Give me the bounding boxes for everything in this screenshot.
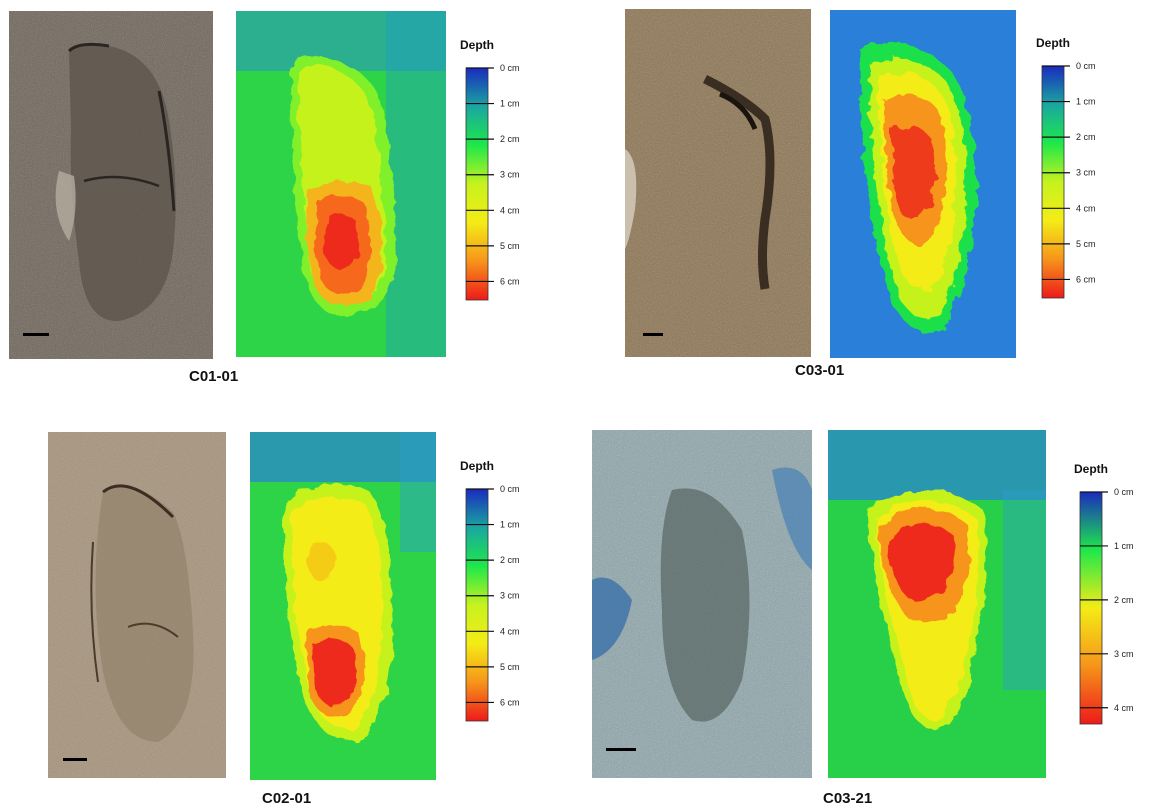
- panel-label: C01-01: [189, 368, 239, 385]
- scale-bar: [23, 333, 49, 336]
- legend-colorbar: 0 cm 1 cm 2 cm 3 cm 4 cm 5 cm 6 cm: [465, 484, 520, 722]
- footprint-photo: [48, 432, 226, 778]
- scale-bar: [643, 333, 663, 336]
- footprint-photo: [9, 11, 213, 359]
- scale-bar: [63, 758, 87, 761]
- footprint-photo: [625, 9, 811, 357]
- panel-c03-21: C03-21 Depth 0 cm 1 cm 2 cm 3 cm 4 cm: [580, 420, 1155, 811]
- colorbar-gradient: [1079, 491, 1103, 725]
- legend-title: Depth: [460, 38, 494, 52]
- colorbar-gradient: [465, 67, 489, 301]
- legend-tick-label: 3 cm: [500, 170, 520, 180]
- legend-tick-label: 5 cm: [1076, 239, 1096, 249]
- depth-legend: Depth 0 cm 1 cm 2 cm 3 cm 4 cm 5 cm 6 cm: [1036, 36, 1136, 306]
- legend-title: Depth: [460, 459, 494, 473]
- legend-tick-label: 0 cm: [1076, 61, 1096, 71]
- scale-bar: [606, 748, 636, 751]
- legend-tick-label: 6 cm: [500, 697, 520, 707]
- panel-c02-01: C02-01 Depth 0 cm 1 cm 2 cm 3 cm 4 cm 5 cm 6 c…: [0, 420, 560, 811]
- legend-tick-label: 1 cm: [500, 520, 520, 530]
- legend-colorbar: 0 cm 1 cm 2 cm 3 cm 4 cm: [1079, 487, 1134, 725]
- legend-tick-label: 2 cm: [1114, 595, 1134, 605]
- colorbar-gradient: [1041, 65, 1065, 299]
- depth-map: [236, 11, 446, 357]
- legend-tick-label: 0 cm: [1114, 487, 1134, 497]
- legend-title: Depth: [1074, 462, 1108, 476]
- depth-map: [250, 432, 436, 780]
- panel-c01-01: C01-01 Depth 0 cm 1 cm 2 cm 3 cm 4 cm 5 cm 6 c…: [0, 0, 560, 400]
- legend-tick-label: 5 cm: [500, 662, 520, 672]
- panel-label: C03-01: [795, 362, 845, 379]
- legend-tick-label: 4 cm: [1114, 703, 1134, 713]
- panel-c03-01: C03-01 Depth 0 cm 1 cm 2 cm 3 cm 4 cm 5 cm 6 c…: [600, 0, 1155, 400]
- legend-tick-label: 1 cm: [1076, 97, 1096, 107]
- legend-tick-label: 2 cm: [500, 134, 520, 144]
- legend-tick-label: 6 cm: [1076, 274, 1096, 284]
- legend-tick-label: 4 cm: [500, 626, 520, 636]
- legend-tick-label: 0 cm: [500, 484, 520, 494]
- legend-tick-label: 6 cm: [500, 276, 520, 286]
- depth-legend: Depth 0 cm 1 cm 2 cm 3 cm 4 cm 5 cm 6 cm: [460, 38, 560, 308]
- panel-label: C02-01: [262, 790, 312, 807]
- legend-tick-label: 5 cm: [500, 241, 520, 251]
- footprint-photo: [592, 430, 812, 778]
- legend-tick-label: 3 cm: [1076, 168, 1096, 178]
- depth-map: [828, 430, 1046, 778]
- legend-tick-label: 3 cm: [500, 591, 520, 601]
- legend-tick-label: 0 cm: [500, 63, 520, 73]
- legend-colorbar: 0 cm 1 cm 2 cm 3 cm 4 cm 5 cm 6 cm: [465, 63, 520, 301]
- legend-tick-label: 1 cm: [1114, 541, 1134, 551]
- legend-tick-label: 3 cm: [1114, 649, 1134, 659]
- legend-title: Depth: [1036, 36, 1070, 50]
- legend-tick-label: 1 cm: [500, 99, 520, 109]
- colorbar-gradient: [465, 488, 489, 722]
- legend-tick-label: 2 cm: [1076, 132, 1096, 142]
- depth-legend: Depth 0 cm 1 cm 2 cm 3 cm 4 cm 5 cm 6 cm: [460, 459, 560, 729]
- legend-colorbar: 0 cm 1 cm 2 cm 3 cm 4 cm 5 cm 6 cm: [1041, 61, 1096, 299]
- legend-tick-label: 2 cm: [500, 555, 520, 565]
- panel-label: C03-21: [823, 790, 873, 807]
- depth-map: [830, 10, 1016, 358]
- legend-tick-label: 4 cm: [1076, 203, 1096, 213]
- depth-legend: Depth 0 cm 1 cm 2 cm 3 cm 4 cm: [1074, 462, 1155, 732]
- legend-tick-label: 4 cm: [500, 205, 520, 215]
